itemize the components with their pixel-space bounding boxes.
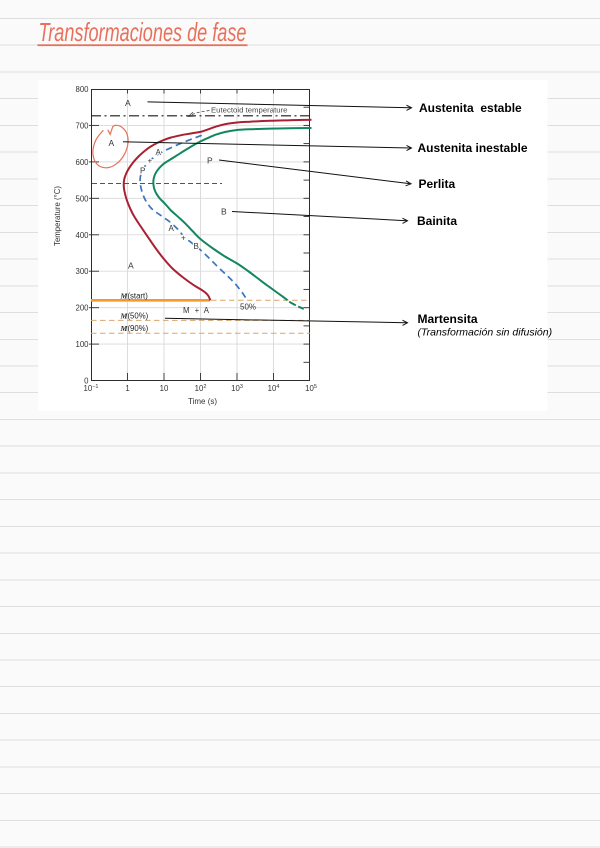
svg-text:10−1: 10−1 xyxy=(84,384,99,393)
svg-text:A: A xyxy=(109,138,115,148)
svg-text:50%: 50% xyxy=(240,303,256,312)
svg-text:A: A xyxy=(169,224,175,233)
svg-text:Martensita: Martensita xyxy=(418,312,478,326)
svg-text:A: A xyxy=(125,98,131,108)
svg-text:600: 600 xyxy=(75,158,89,167)
svg-text:Time (s): Time (s) xyxy=(188,397,217,406)
svg-text:+: + xyxy=(181,234,186,243)
svg-text:105: 105 xyxy=(305,384,317,393)
svg-text:P: P xyxy=(140,167,145,176)
svg-text:103: 103 xyxy=(231,384,243,393)
svg-text:M(50%): M(50%) xyxy=(120,312,149,321)
svg-text:(Transformación sin difusión): (Transformación sin difusión) xyxy=(418,327,553,339)
svg-text:M + A: M + A xyxy=(183,306,210,315)
svg-text:+: + xyxy=(148,157,153,166)
svg-text:400: 400 xyxy=(75,231,89,240)
svg-text:200: 200 xyxy=(75,304,89,313)
svg-text:B: B xyxy=(194,242,199,251)
svg-text:700: 700 xyxy=(75,121,89,130)
svg-text:Temperature (°C): Temperature (°C) xyxy=(53,186,62,246)
svg-text:800: 800 xyxy=(75,85,89,94)
svg-text:Eutectoid temperature: Eutectoid temperature xyxy=(211,106,288,115)
svg-text:Bainita: Bainita xyxy=(417,214,457,228)
svg-text:Perlita: Perlita xyxy=(419,177,456,191)
svg-text:M(90%): M(90%) xyxy=(120,324,149,333)
svg-text:P: P xyxy=(207,156,213,166)
svg-text:0: 0 xyxy=(84,377,89,386)
svg-text:1: 1 xyxy=(125,384,129,393)
svg-text:A: A xyxy=(128,261,134,271)
svg-text:500: 500 xyxy=(75,194,89,203)
svg-text:B: B xyxy=(221,207,227,217)
svg-text:104: 104 xyxy=(268,384,280,393)
svg-text:300: 300 xyxy=(75,267,89,276)
svg-text:Transformaciones de fase: Transformaciones de fase xyxy=(39,17,247,47)
svg-text:Austenita estable: Austenita estable xyxy=(419,101,522,115)
svg-text:102: 102 xyxy=(195,384,207,393)
svg-text:100: 100 xyxy=(75,340,89,349)
svg-text:A: A xyxy=(156,148,162,157)
svg-text:10: 10 xyxy=(160,384,169,393)
svg-text:Austenita inestable: Austenita inestable xyxy=(418,141,528,155)
svg-text:M(start): M(start) xyxy=(120,292,149,301)
